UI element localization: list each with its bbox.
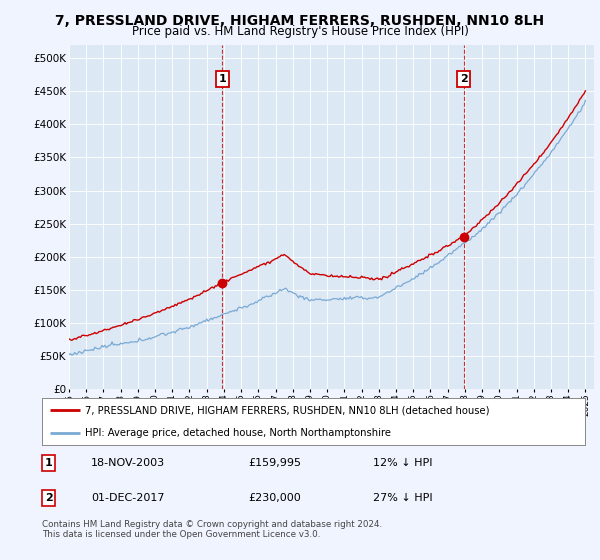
Text: 7, PRESSLAND DRIVE, HIGHAM FERRERS, RUSHDEN, NN10 8LH (detached house): 7, PRESSLAND DRIVE, HIGHAM FERRERS, RUSH…: [85, 405, 490, 416]
Text: £159,995: £159,995: [248, 458, 301, 468]
Text: £230,000: £230,000: [248, 493, 301, 503]
Text: 1: 1: [44, 458, 52, 468]
Text: 12% ↓ HPI: 12% ↓ HPI: [373, 458, 433, 468]
Text: Price paid vs. HM Land Registry's House Price Index (HPI): Price paid vs. HM Land Registry's House …: [131, 25, 469, 38]
Text: 01-DEC-2017: 01-DEC-2017: [91, 493, 164, 503]
Text: HPI: Average price, detached house, North Northamptonshire: HPI: Average price, detached house, Nort…: [85, 428, 391, 438]
Text: 7, PRESSLAND DRIVE, HIGHAM FERRERS, RUSHDEN, NN10 8LH: 7, PRESSLAND DRIVE, HIGHAM FERRERS, RUSH…: [55, 14, 545, 28]
Text: 27% ↓ HPI: 27% ↓ HPI: [373, 493, 433, 503]
Text: 18-NOV-2003: 18-NOV-2003: [91, 458, 165, 468]
Text: Contains HM Land Registry data © Crown copyright and database right 2024.
This d: Contains HM Land Registry data © Crown c…: [42, 520, 382, 539]
Text: 2: 2: [44, 493, 52, 503]
Text: 2: 2: [460, 74, 467, 84]
Text: 1: 1: [218, 74, 226, 84]
